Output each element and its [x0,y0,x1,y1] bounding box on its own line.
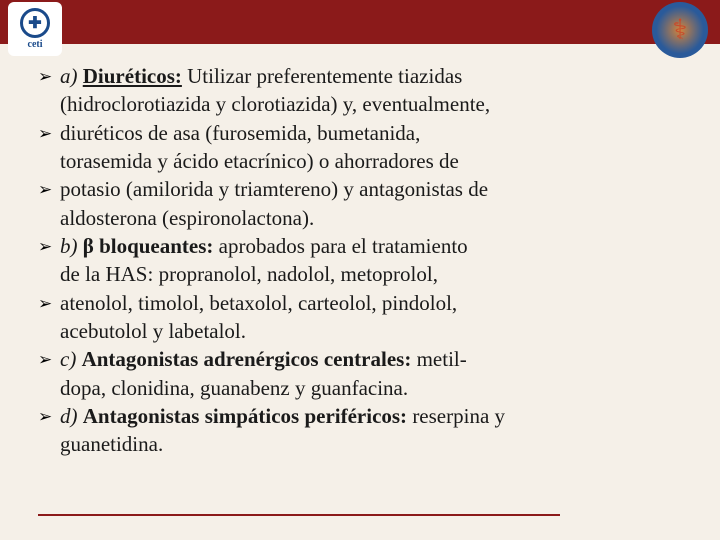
continuation-line: (hidroclorotiazida y clorotiazida) y, ev… [38,90,682,118]
logo-left-text: ceti [28,39,43,50]
continuation-line: aldosterona (espironolactona). [38,204,682,232]
bullet-icon: ➢ [38,289,60,316]
logo-left: ✚ ceti [8,2,62,56]
line-text: a) Diuréticos: Utilizar preferentemente … [60,62,682,90]
bullet-line: ➢potasio (amilorida y triamtereno) y ant… [38,175,682,203]
logo-right-medical-icon [652,2,708,58]
bullet-icon: ➢ [38,402,60,429]
line-text: d) Antagonistas simpáticos periféricos: … [60,402,682,430]
continuation-line: de la HAS: propranolol, nadolol, metopro… [38,260,682,288]
bullet-line: ➢a) Diuréticos: Utilizar preferentemente… [38,62,682,90]
bullet-line: ➢d) Antagonistas simpáticos periféricos:… [38,402,682,430]
bullet-line: ➢diuréticos de asa (furosemida, bumetani… [38,119,682,147]
line-text: potasio (amilorida y triamtereno) y anta… [60,175,682,203]
continuation-line: torasemida y ácido etacrínico) o ahorrad… [38,147,682,175]
bullet-icon: ➢ [38,119,60,146]
header-bar: ✚ ceti [0,0,720,44]
footer-divider [38,514,560,516]
continuation-line: guanetidina. [38,430,682,458]
bullet-icon: ➢ [38,175,60,202]
bullet-line: ➢c) Antagonistas adrenérgicos centrales:… [38,345,682,373]
logo-left-symbol: ✚ [20,8,50,38]
line-text: diuréticos de asa (furosemida, bumetanid… [60,119,682,147]
bullet-line: ➢b) β bloqueantes: aprobados para el tra… [38,232,682,260]
line-text: b) β bloqueantes: aprobados para el trat… [60,232,682,260]
bullet-line: ➢atenolol, timolol, betaxolol, carteolol… [38,289,682,317]
line-text: c) Antagonistas adrenérgicos centrales: … [60,345,682,373]
bullet-icon: ➢ [38,345,60,372]
bullet-icon: ➢ [38,62,60,89]
continuation-line: dopa, clonidina, guanabenz y guanfacina. [38,374,682,402]
continuation-line: acebutolol y labetalol. [38,317,682,345]
bullet-icon: ➢ [38,232,60,259]
slide-content: ➢a) Diuréticos: Utilizar preferentemente… [0,44,720,459]
line-text: atenolol, timolol, betaxolol, carteolol,… [60,289,682,317]
